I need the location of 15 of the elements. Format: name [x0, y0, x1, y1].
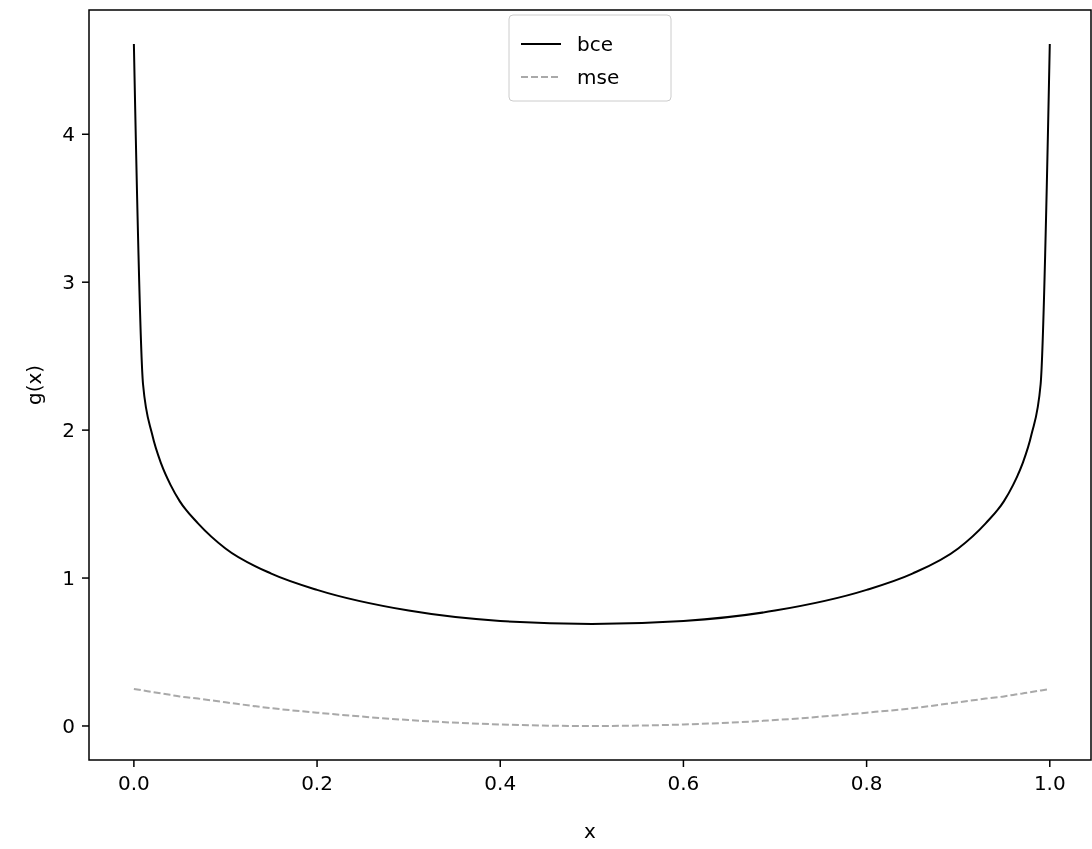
y-tick-label: 1	[62, 566, 75, 591]
x-tick-label: 0.2	[301, 771, 333, 795]
y-tick-label: 3	[62, 270, 75, 295]
x-tick-label: 0.0	[117, 771, 150, 795]
x-tick-label: 0.6	[667, 771, 700, 795]
y-tick-label: 4	[62, 122, 75, 147]
x-tick-label: 0.4	[484, 771, 517, 795]
x-axis-title: x	[584, 819, 597, 843]
legend-label: bce	[577, 32, 613, 56]
legend-label: mse	[577, 65, 620, 89]
y-axis-title: g(x)	[22, 364, 46, 406]
y-tick-label: 2	[62, 418, 75, 443]
x-tick-label: 0.8	[850, 771, 883, 795]
x-tick-label: 1.0	[1033, 771, 1066, 795]
y-tick-label: 0	[62, 713, 75, 738]
